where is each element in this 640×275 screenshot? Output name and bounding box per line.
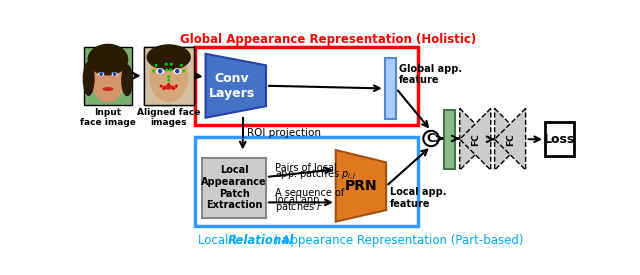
Bar <box>84 47 132 104</box>
Circle shape <box>164 63 168 66</box>
Bar <box>444 110 455 169</box>
Ellipse shape <box>156 68 164 74</box>
Text: Local
Appearance
Patch
Extraction: Local Appearance Patch Extraction <box>202 165 267 210</box>
Polygon shape <box>460 108 491 170</box>
Text: Pairs of local: Pairs of local <box>275 163 337 173</box>
Text: Conv
Layers: Conv Layers <box>209 72 255 100</box>
Circle shape <box>175 85 178 88</box>
Text: local app.: local app. <box>275 195 323 205</box>
Circle shape <box>155 64 157 67</box>
Circle shape <box>159 85 163 88</box>
Circle shape <box>158 69 163 73</box>
Ellipse shape <box>83 61 95 96</box>
Ellipse shape <box>111 72 118 76</box>
Text: A sequence of: A sequence of <box>275 188 344 198</box>
Text: Loss: Loss <box>544 133 575 146</box>
Text: Local (: Local ( <box>198 234 237 247</box>
Polygon shape <box>205 54 266 118</box>
Bar <box>385 58 396 119</box>
Circle shape <box>165 68 168 72</box>
Ellipse shape <box>147 44 191 70</box>
Circle shape <box>152 70 155 73</box>
Circle shape <box>423 131 439 146</box>
Text: Global Appearance Representation (Holistic): Global Appearance Representation (Holist… <box>180 34 476 46</box>
Polygon shape <box>495 108 525 170</box>
Bar <box>143 47 194 104</box>
Text: ) Appearance Representation (Part-based): ) Appearance Representation (Part-based) <box>274 234 524 247</box>
Circle shape <box>113 72 116 76</box>
Circle shape <box>99 72 103 76</box>
Ellipse shape <box>102 87 113 91</box>
Circle shape <box>167 83 170 86</box>
Circle shape <box>180 64 183 67</box>
Circle shape <box>170 63 173 66</box>
Circle shape <box>175 69 180 73</box>
Circle shape <box>162 87 165 90</box>
Circle shape <box>167 79 170 82</box>
Bar <box>195 137 418 225</box>
Text: PRN: PRN <box>344 179 377 193</box>
Text: Aligned face
images: Aligned face images <box>137 108 200 127</box>
Polygon shape <box>495 108 525 170</box>
Text: FC: FC <box>506 133 515 146</box>
Ellipse shape <box>149 51 188 102</box>
Text: Relational: Relational <box>227 234 294 247</box>
Bar <box>202 158 266 218</box>
Bar <box>143 47 194 104</box>
Circle shape <box>172 87 175 90</box>
Text: Global app.
feature: Global app. feature <box>399 64 463 85</box>
Text: app. patches $p_{i,j}$: app. patches $p_{i,j}$ <box>275 167 357 182</box>
Ellipse shape <box>121 64 133 96</box>
Polygon shape <box>460 108 491 170</box>
Ellipse shape <box>88 44 129 75</box>
Bar <box>545 122 575 156</box>
Text: Input
face image: Input face image <box>80 108 136 127</box>
Text: C: C <box>426 132 436 145</box>
Text: patches $F^l$: patches $F^l$ <box>275 199 327 215</box>
Ellipse shape <box>163 85 175 90</box>
Text: FC: FC <box>471 133 480 146</box>
Circle shape <box>182 70 186 73</box>
Circle shape <box>169 68 172 72</box>
Text: Local app.
feature: Local app. feature <box>390 187 447 208</box>
Ellipse shape <box>91 55 125 102</box>
Ellipse shape <box>98 72 104 76</box>
Bar <box>195 47 418 125</box>
Ellipse shape <box>173 68 181 74</box>
Circle shape <box>167 75 170 78</box>
Text: ROI projection: ROI projection <box>246 128 321 138</box>
Polygon shape <box>336 150 386 222</box>
